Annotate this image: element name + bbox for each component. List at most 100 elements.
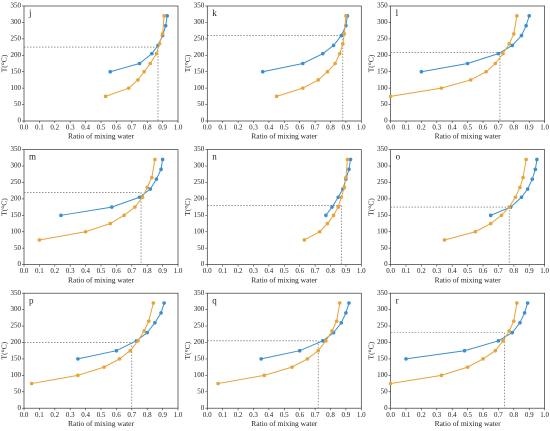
series-point	[525, 187, 530, 191]
x-tick-label: 0.4	[448, 411, 457, 419]
x-axis-label: Ratio of mixing water	[68, 132, 135, 141]
x-tick-label: 0.2	[50, 411, 59, 419]
series-line	[39, 159, 156, 241]
series-point	[153, 320, 157, 325]
series-point	[162, 14, 166, 18]
x-tick-label: 0.4	[448, 267, 457, 275]
series-point	[507, 205, 511, 209]
series-point	[499, 213, 504, 218]
y-tick-label: 50	[14, 387, 22, 395]
y-tick-label: 0	[384, 404, 388, 412]
y-tick-label: 250	[377, 322, 388, 330]
series-point	[342, 32, 347, 36]
y-tick-label: 350	[11, 145, 22, 153]
x-tick-label: 0.5	[280, 411, 289, 419]
x-tick-label: 0.6	[295, 411, 304, 419]
series-point	[344, 175, 348, 180]
series-point	[76, 373, 80, 378]
series-point	[530, 177, 535, 181]
x-tick-label: 0.8	[326, 267, 335, 275]
y-tick-label: 250	[11, 178, 22, 186]
x-tick-label: 0.5	[97, 124, 106, 132]
y-tick-label: 100	[11, 227, 22, 235]
y-tick-label: 300	[194, 162, 205, 170]
series-line	[390, 302, 518, 385]
series-line	[304, 159, 348, 241]
x-tick-label: 0.0	[20, 267, 29, 275]
series-point	[216, 381, 220, 386]
y-axis-label: T(°C)	[183, 198, 192, 216]
series-point	[419, 69, 424, 74]
series-point	[473, 229, 478, 234]
y-tick-label: 0	[18, 260, 22, 268]
x-tick-label: 0.3	[249, 267, 258, 275]
x-tick-label: 0.3	[432, 411, 441, 419]
series-point	[336, 205, 341, 209]
y-tick-label: 300	[194, 305, 205, 313]
y-tick-label: 250	[194, 34, 205, 42]
x-tick-label: 0.9	[525, 267, 534, 275]
series-point	[262, 373, 267, 378]
x-tick-label: 0.2	[234, 124, 243, 132]
panel-title: n	[212, 152, 217, 162]
x-tick-label: 0.8	[326, 411, 335, 419]
series-point	[345, 157, 350, 162]
x-axis-label: Ratio of mixing water	[251, 419, 318, 428]
series-point	[344, 311, 348, 315]
y-tick-label: 150	[11, 211, 22, 219]
x-tick-label: 1.0	[174, 411, 183, 419]
series-point	[109, 205, 114, 209]
series-point	[165, 14, 170, 18]
series-point	[150, 51, 154, 56]
y-tick-label: 300	[377, 162, 388, 170]
plot-frame	[206, 5, 362, 122]
y-tick-label: 300	[194, 18, 205, 26]
x-tick-label: 0.1	[35, 267, 44, 275]
series-line	[390, 15, 518, 97]
series-point	[519, 195, 524, 200]
x-tick-label: 0.0	[386, 124, 395, 132]
series-point	[145, 330, 149, 335]
series-point	[142, 329, 146, 333]
x-tick-label: 0.4	[448, 124, 457, 132]
x-tick-label: 0.6	[479, 124, 488, 132]
y-tick-label: 300	[11, 18, 22, 26]
series-point	[521, 175, 525, 180]
y-tick-label: 0	[18, 117, 22, 125]
series-point	[337, 51, 342, 56]
y-axis-label: T(°C)	[366, 198, 375, 216]
series-point	[339, 195, 344, 200]
x-tick-label: 0.9	[158, 124, 167, 132]
series-point	[439, 373, 444, 378]
series-point	[388, 94, 393, 99]
panel-title: r	[396, 295, 399, 305]
x-tick-label: 0.5	[463, 411, 472, 419]
x-axis-label: Ratio of mixing water	[435, 275, 502, 284]
series-point	[260, 69, 265, 74]
series-point	[29, 381, 34, 386]
y-tick-label: 150	[377, 355, 388, 363]
x-tick-label: 0.3	[249, 124, 258, 132]
plot-frame	[23, 292, 179, 409]
plot-frame	[23, 149, 179, 265]
y-tick-label: 100	[194, 371, 205, 379]
x-tick-label: 1.0	[540, 267, 549, 275]
panel-title: p	[29, 295, 34, 305]
y-axis-label: T(°C)	[0, 341, 9, 359]
series-point	[337, 301, 342, 305]
x-tick-label: 1.0	[174, 267, 183, 275]
x-tick-label: 0.1	[218, 124, 227, 132]
series-point	[518, 320, 522, 325]
y-tick-label: 100	[377, 371, 388, 379]
x-tick-label: 0.2	[50, 267, 59, 275]
series-point	[59, 213, 63, 218]
x-tick-label: 0.4	[81, 411, 90, 419]
y-tick-label: 50	[14, 100, 22, 108]
y-tick-label: 200	[377, 51, 388, 59]
series-point	[344, 14, 348, 18]
series-point	[133, 205, 137, 209]
series-point	[108, 69, 113, 74]
x-tick-label: 0.0	[203, 267, 212, 275]
panel-title: k	[212, 8, 217, 18]
series-point	[159, 167, 163, 172]
